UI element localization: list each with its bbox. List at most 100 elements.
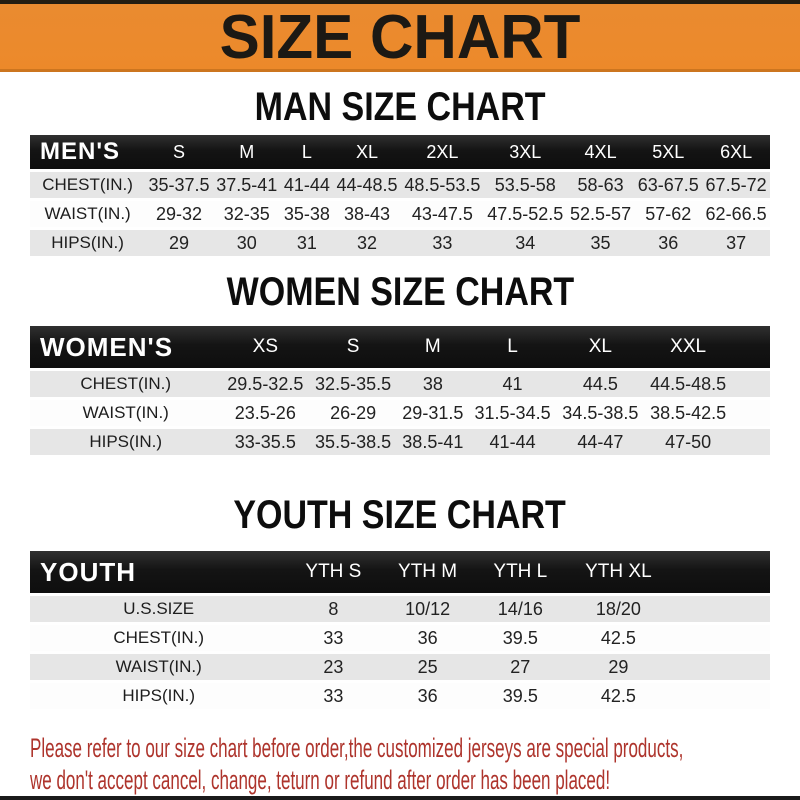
spacer-cell bbox=[672, 596, 770, 622]
size-value-cell: 34 bbox=[483, 230, 567, 256]
order-note-line-2: we don't accept cancel, change, teturn o… bbox=[30, 765, 611, 795]
size-value-cell: 38.5-41 bbox=[396, 429, 469, 455]
size-value-cell: 35-37.5 bbox=[145, 172, 213, 198]
size-value-cell: 39.5 bbox=[475, 683, 565, 709]
row-label-cell: HIPS(IN.) bbox=[30, 429, 222, 455]
size-value-cell: 67.5-72 bbox=[702, 172, 770, 198]
table-row: HIPS(IN.) 33-35.5 35.5-38.5 38.5-41 41-44 44-… bbox=[30, 429, 770, 455]
size-value-cell: 39.5 bbox=[475, 625, 565, 651]
size-column-header: 4XL bbox=[566, 135, 635, 169]
men-size-table: MEN'S S M L XL 2XL 3XL 4XL 5XL 6XL CHEST(IN.) 35-37… bbox=[30, 132, 770, 259]
size-column-header: 2XL bbox=[400, 135, 484, 169]
row-label-cell: WAIST(IN.) bbox=[30, 654, 288, 680]
size-value-cell: 32.5-35.5 bbox=[309, 371, 397, 397]
size-value-cell: 31 bbox=[280, 230, 334, 256]
size-value-cell: 25 bbox=[379, 654, 476, 680]
size-value-cell: 44-48.5 bbox=[333, 172, 401, 198]
size-column-header: 6XL bbox=[702, 135, 770, 169]
size-value-cell: 14/16 bbox=[475, 596, 565, 622]
table-row: CHEST(IN.) 29.5-32.5 32.5-35.5 38 41 44.5 44.5… bbox=[30, 371, 770, 397]
size-column-header: XXL bbox=[644, 326, 732, 368]
size-value-cell: 32-35 bbox=[212, 201, 281, 227]
size-value-cell: 36 bbox=[379, 625, 476, 651]
table-title-cell: MEN'S bbox=[30, 135, 146, 169]
size-value-cell: 44.5 bbox=[556, 371, 645, 397]
size-value-cell: 38-43 bbox=[333, 201, 401, 227]
men-section-heading: MAN SIZE CHART bbox=[254, 85, 546, 129]
size-value-cell: 57-62 bbox=[634, 201, 703, 227]
size-value-cell: 31.5-34.5 bbox=[468, 400, 557, 426]
table-row: WAIST(IN.) 23 25 27 29 bbox=[30, 654, 770, 680]
women-size-table: WOMEN'S XS S M L XL XXL CHEST(IN.) 29.5-32.5 32.5… bbox=[30, 323, 770, 458]
size-column-header: 5XL bbox=[634, 135, 703, 169]
size-column-header: M bbox=[396, 326, 469, 368]
size-value-cell: 33 bbox=[287, 683, 380, 709]
spacer-cell bbox=[732, 326, 770, 368]
size-value-cell: 38.5-42.5 bbox=[644, 400, 732, 426]
size-value-cell: 23.5-26 bbox=[221, 400, 310, 426]
order-note: Please refer to our size chart before or… bbox=[30, 732, 800, 796]
table-row: WAIST(IN.) 23.5-26 26-29 29-31.5 31.5-34.5 34… bbox=[30, 400, 770, 426]
size-column-header: XL bbox=[333, 135, 401, 169]
size-value-cell: 29-31.5 bbox=[396, 400, 469, 426]
size-value-cell: 33 bbox=[287, 625, 380, 651]
order-note-line-1: Please refer to our size chart before or… bbox=[30, 733, 684, 763]
size-value-cell: 53.5-58 bbox=[483, 172, 567, 198]
size-column-header: YTH XL bbox=[564, 551, 672, 593]
section-women: WOMEN SIZE CHART WOMEN'S XS S M L XL XXL CHEST(… bbox=[0, 271, 800, 458]
size-value-cell: 29 bbox=[145, 230, 213, 256]
women-table-wrap: WOMEN'S XS S M L XL XXL CHEST(IN.) 29.5-32.5 32.5… bbox=[30, 323, 770, 458]
size-value-cell: 34.5-38.5 bbox=[556, 400, 645, 426]
table-row: WAIST(IN.) 29-32 32-35 35-38 38-43 43-47.5 47.… bbox=[30, 201, 770, 227]
table-row: HIPS(IN.) 33 36 39.5 42.5 bbox=[30, 683, 770, 709]
row-label-cell: HIPS(IN.) bbox=[30, 230, 146, 256]
table-row: CHEST(IN.) 33 36 39.5 42.5 bbox=[30, 625, 770, 651]
row-label-cell: CHEST(IN.) bbox=[30, 172, 146, 198]
spacer-cell bbox=[672, 654, 770, 680]
youth-table-wrap: YOUTH YTH S YTH M YTH L YTH XL U.S.SIZE 8 10/12… bbox=[30, 548, 770, 712]
spacer-cell bbox=[672, 625, 770, 651]
size-value-cell: 35-38 bbox=[280, 201, 334, 227]
table-header-row: MEN'S S M L XL 2XL 3XL 4XL 5XL 6XL bbox=[30, 135, 770, 169]
youth-section-heading: YOUTH SIZE CHART bbox=[233, 493, 567, 537]
size-value-cell: 47-50 bbox=[644, 429, 732, 455]
women-section-heading: WOMEN SIZE CHART bbox=[226, 270, 574, 314]
table-row: CHEST(IN.) 35-37.5 37.5-41 41-44 44-48.5 48.5… bbox=[30, 172, 770, 198]
youth-size-table: YOUTH YTH S YTH M YTH L YTH XL U.S.SIZE 8 10/12… bbox=[30, 548, 770, 712]
row-label-cell: HIPS(IN.) bbox=[30, 683, 288, 709]
size-value-cell: 38 bbox=[396, 371, 469, 397]
size-value-cell: 18/20 bbox=[564, 596, 672, 622]
row-label-cell: CHEST(IN.) bbox=[30, 625, 288, 651]
spacer-cell bbox=[732, 371, 770, 397]
size-value-cell: 36 bbox=[379, 683, 476, 709]
size-column-header: L bbox=[280, 135, 334, 169]
men-table-wrap: MEN'S S M L XL 2XL 3XL 4XL 5XL 6XL CHEST(IN.) 35-37… bbox=[30, 132, 770, 259]
spacer-cell bbox=[732, 400, 770, 426]
size-value-cell: 41 bbox=[468, 371, 557, 397]
size-value-cell: 29 bbox=[564, 654, 672, 680]
size-column-header: 3XL bbox=[483, 135, 567, 169]
size-value-cell: 52.5-57 bbox=[566, 201, 635, 227]
spacer-cell bbox=[672, 551, 770, 593]
size-value-cell: 44.5-48.5 bbox=[644, 371, 732, 397]
size-value-cell: 26-29 bbox=[309, 400, 397, 426]
size-value-cell: 27 bbox=[475, 654, 565, 680]
banner-title: SIZE CHART bbox=[219, 3, 581, 72]
size-value-cell: 33 bbox=[400, 230, 484, 256]
spacer-cell bbox=[732, 429, 770, 455]
size-value-cell: 10/12 bbox=[379, 596, 476, 622]
size-column-header: L bbox=[468, 326, 557, 368]
size-value-cell: 43-47.5 bbox=[400, 201, 484, 227]
size-column-header: YTH S bbox=[287, 551, 380, 593]
size-value-cell: 29-32 bbox=[145, 201, 213, 227]
size-value-cell: 41-44 bbox=[468, 429, 557, 455]
size-value-cell: 47.5-52.5 bbox=[483, 201, 567, 227]
spacer-cell bbox=[672, 683, 770, 709]
size-value-cell: 30 bbox=[212, 230, 281, 256]
size-column-header: XS bbox=[221, 326, 310, 368]
size-value-cell: 62-66.5 bbox=[702, 201, 770, 227]
section-men: MAN SIZE CHART MEN'S S M L XL 2XL 3XL 4XL 5XL 6XL… bbox=[0, 86, 800, 259]
size-value-cell: 23 bbox=[287, 654, 380, 680]
size-value-cell: 33-35.5 bbox=[221, 429, 310, 455]
size-value-cell: 63-67.5 bbox=[634, 172, 703, 198]
